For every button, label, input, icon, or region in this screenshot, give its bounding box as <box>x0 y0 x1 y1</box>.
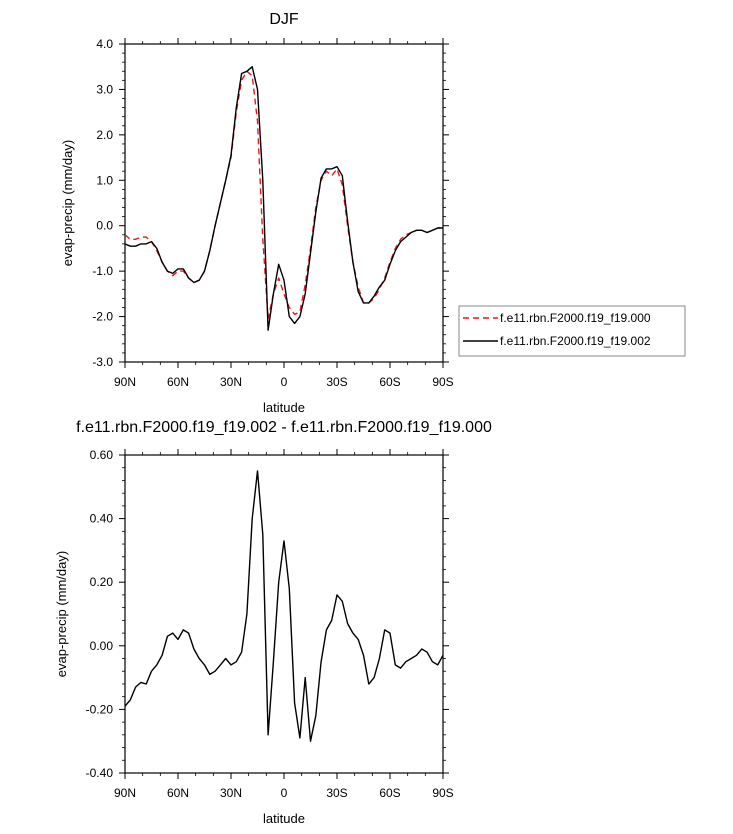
top-y-tick-label: 1.0 <box>96 173 113 187</box>
legend-box <box>458 305 686 357</box>
top-y-tick-label: 4.0 <box>96 37 113 51</box>
top-x-axis-label: latitude <box>263 400 305 415</box>
bottom-y-tick-label: -0.20 <box>86 702 114 716</box>
bottom-x-tick-label: 90N <box>114 786 136 800</box>
top-x-tick-label: 90S <box>432 375 453 389</box>
top-x-tick-label: 0 <box>281 375 288 389</box>
bottom-x-tick-label: 30N <box>220 786 242 800</box>
top-x-tick-label: 30S <box>326 375 347 389</box>
top-plot-frame <box>124 43 444 363</box>
top-y-tick-label: 3.0 <box>96 82 113 96</box>
top-x-tick-label: 90N <box>114 375 136 389</box>
top-y-axis-ticks: -3.0 -2.0 -1.0 0.0 1.0 2.0 3.0 4.0 <box>92 37 449 369</box>
bottom-y-axis-ticks: -0.40 -0.20 0.00 0.20 0.40 0.60 <box>86 448 449 780</box>
bottom-x-tick-label: 60S <box>379 786 400 800</box>
bottom-plot-frame <box>124 454 444 774</box>
bottom-y-tick-label: 0.40 <box>90 512 114 526</box>
bottom-x-tick-label: 0 <box>281 786 288 800</box>
bottom-y-minor-ticks <box>122 467 446 761</box>
top-y-tick-label: -3.0 <box>92 355 113 369</box>
top-y-tick-label: 0.0 <box>96 219 113 233</box>
bottom-x-tick-label: 90S <box>432 786 453 800</box>
bottom-y-tick-label: 0.00 <box>90 639 114 653</box>
top-chart-title: DJF <box>269 11 299 28</box>
top-y-tick-label: 2.0 <box>96 128 113 142</box>
top-y-minor-ticks <box>122 52 446 354</box>
top-series-line-1 <box>124 66 443 331</box>
bottom-y-tick-label: -0.40 <box>86 766 114 780</box>
top-y-axis-label: evap-precip (mm/day) <box>60 140 75 266</box>
top-y-tick-label: -1.0 <box>92 264 113 278</box>
top-x-tick-label: 60N <box>167 375 189 389</box>
top-x-tick-label: 60S <box>379 375 400 389</box>
bottom-x-axis-label: latitude <box>263 811 305 826</box>
bottom-series-line-0 <box>124 470 444 742</box>
top-series-group <box>124 66 443 331</box>
top-x-axis-ticks: 90N 60N 30N 0 30S 60S 90S <box>114 38 454 389</box>
top-panel-djf: DJF -3.0 -2.0 -1.0 0.0 1.0 2.0 3.0 4.0 90N 60N 30… <box>60 11 454 415</box>
legend-label-series-002: f.e11.rbn.F2000.f19_f19.002 <box>500 334 651 348</box>
bottom-x-minor-ticks <box>142 452 426 776</box>
bottom-chart-title: f.e11.rbn.F2000.f19_f19.002 - f.e11.rbn.… <box>76 419 492 436</box>
bottom-y-tick-label: 0.60 <box>90 448 114 462</box>
legend: f.e11.rbn.F2000.f19_f19.000 f.e11.rbn.F2… <box>458 305 686 357</box>
bottom-panel-difference: f.e11.rbn.F2000.f19_f19.002 - f.e11.rbn.… <box>54 419 492 826</box>
bottom-y-tick-label: 0.20 <box>90 575 114 589</box>
bottom-y-axis-label: evap-precip (mm/day) <box>54 551 69 677</box>
bottom-x-tick-label: 60N <box>167 786 189 800</box>
bottom-x-tick-label: 30S <box>326 786 347 800</box>
bottom-series-group <box>124 470 444 742</box>
top-x-tick-label: 30N <box>220 375 242 389</box>
top-x-minor-ticks <box>142 41 426 365</box>
bottom-x-axis-ticks: 90N 60N 30N 0 30S 60S 90S <box>114 449 454 800</box>
top-y-tick-label: -2.0 <box>92 310 113 324</box>
legend-label-series-000: f.e11.rbn.F2000.f19_f19.000 <box>500 311 651 325</box>
